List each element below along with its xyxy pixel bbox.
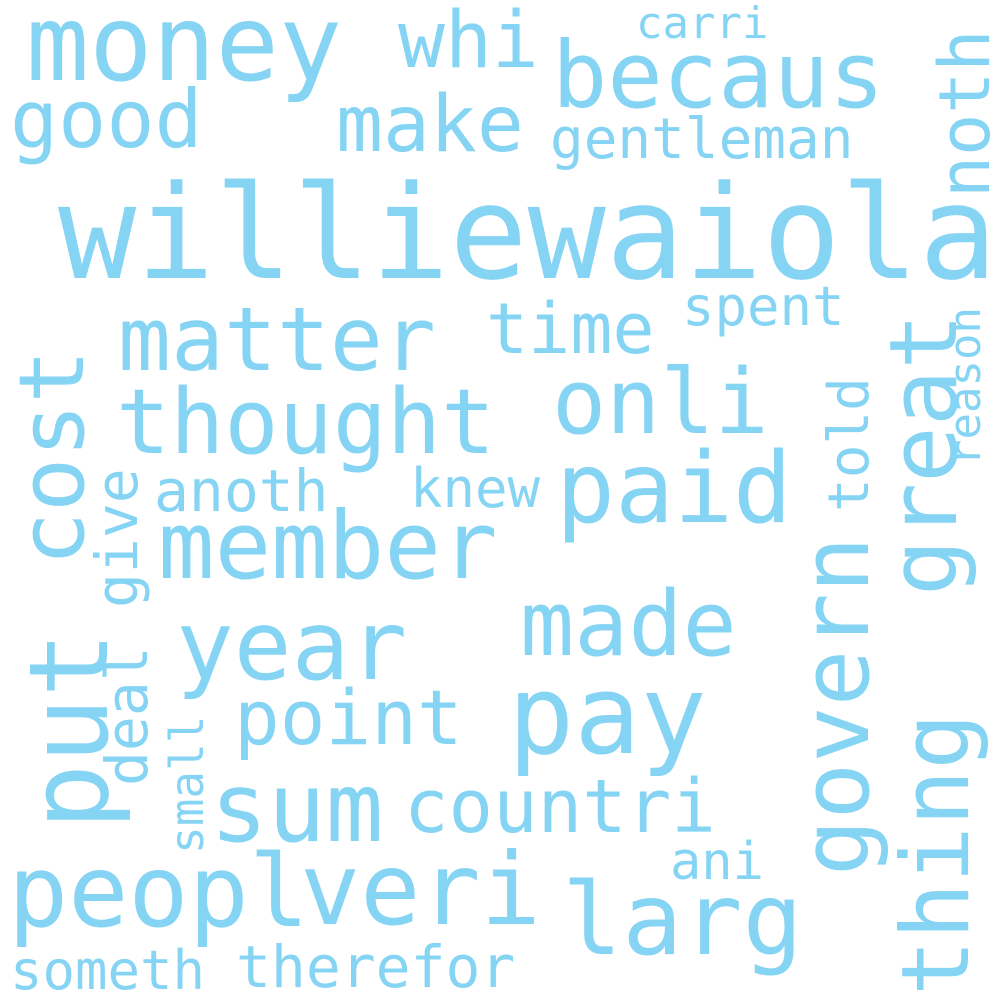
word-knew: knew [410, 457, 541, 520]
word-told: told [817, 377, 882, 512]
word-made: made [520, 572, 737, 677]
word-point: point [234, 673, 463, 762]
word-whi: whi [398, 0, 539, 86]
word-anoth: anoth [154, 457, 329, 525]
word-ani: ani [670, 832, 764, 892]
word-reason: reason [940, 307, 991, 466]
word-make: make [336, 80, 524, 170]
word-time: time [486, 288, 655, 370]
word-someth: someth [10, 939, 206, 1000]
word-sum: sum [210, 752, 384, 864]
word-thing: thing [882, 713, 991, 996]
word-williewaiola: williewaiola [58, 157, 998, 309]
word-gentleman: gentleman [550, 107, 854, 172]
word-small: small [160, 715, 214, 854]
word-matter: matter [118, 288, 436, 391]
word-govern: govern [782, 536, 891, 876]
word-thought: thought [116, 370, 496, 475]
word-therefor: therefor [236, 933, 516, 1000]
word-member: member [158, 492, 498, 601]
word-year: year [176, 590, 408, 702]
word-good: good [10, 73, 203, 166]
word-paid: paid [556, 432, 793, 546]
word-countri: countri [404, 764, 716, 850]
word-give: give [83, 468, 151, 608]
word-noth: noth [924, 29, 1000, 198]
word-becaus: becaus [552, 22, 885, 129]
word-veri: veri [300, 831, 541, 948]
word-onli: onli [552, 350, 769, 455]
word-peopl: peopl [8, 833, 310, 950]
word-larg: larg [562, 861, 803, 978]
word-pay: pay [508, 651, 707, 779]
word-money: money [26, 0, 343, 105]
word-deal: deal [93, 646, 161, 786]
word-carri: carri [636, 0, 769, 49]
word-spent: spent [682, 275, 845, 338]
